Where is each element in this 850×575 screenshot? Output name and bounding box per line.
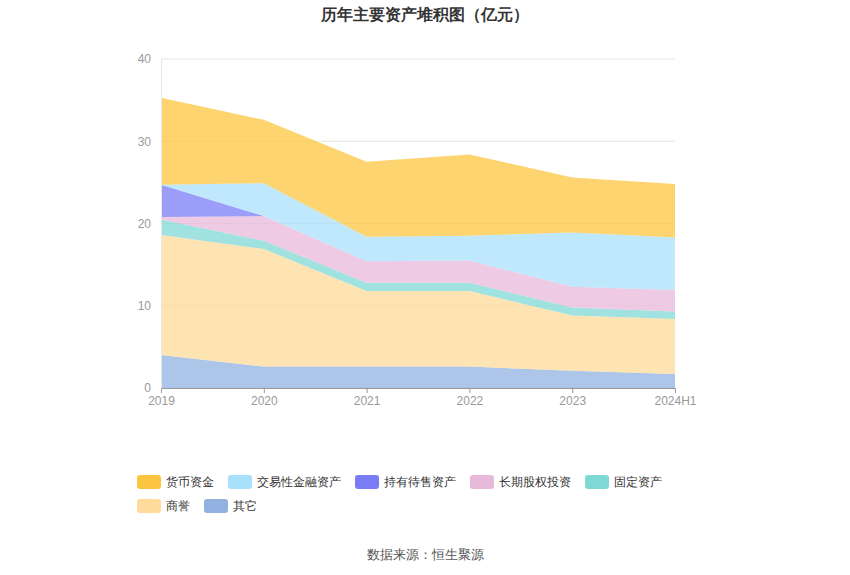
legend-item: 其它: [204, 499, 257, 513]
tick: 2020: [251, 388, 278, 408]
tick: 30: [138, 135, 161, 149]
legend-item: 商誉: [137, 499, 190, 513]
legend-swatch: [470, 475, 494, 489]
tick: 2022: [457, 388, 484, 408]
tick-label: 2022: [457, 394, 484, 408]
tick-mark: [572, 388, 573, 393]
legend-swatch: [137, 499, 161, 513]
legend-swatch: [137, 475, 161, 489]
legend-label: 货币资金: [166, 475, 214, 489]
chart: 历年主要资产堆积图（亿元） 2019 2020 2021 2022 2023 2024H1 0…: [0, 0, 850, 575]
tick-label: 2024H1: [654, 394, 696, 408]
x-axis: 2019 2020 2021 2022 2023 2024H1: [148, 388, 697, 408]
tick-mark: [469, 388, 470, 393]
legend-swatch: [204, 499, 228, 513]
grid: [161, 59, 675, 388]
tick-label: 2020: [251, 394, 278, 408]
area: [161, 98, 675, 238]
tick-label: 30: [138, 135, 152, 149]
tick: 40: [138, 52, 161, 66]
legend-item: 固定资产: [585, 475, 662, 489]
tick-label: 2023: [559, 394, 586, 408]
tick-mark: [675, 388, 676, 393]
legend-item: 持有待售资产: [355, 475, 456, 489]
legend-label: 持有待售资产: [384, 475, 456, 489]
tick-mark: [367, 388, 368, 393]
legend-swatch: [228, 475, 252, 489]
y-axis: 0 10 20 30 40: [138, 52, 162, 395]
tick: 20: [138, 217, 161, 231]
tick: 0: [144, 381, 161, 395]
legend-swatch: [585, 475, 609, 489]
legend: 货币资金 交易性金融资产 持有待售资产 长期股权投资 固定资产商誉 其它: [137, 475, 662, 513]
axis-line: [161, 60, 162, 389]
legend-label: 商誉: [166, 499, 190, 513]
legend-label: 固定资产: [614, 475, 662, 489]
plot-area: [161, 98, 675, 388]
legend-label: 长期股权投资: [499, 475, 571, 489]
legend-item: 货币资金: [137, 475, 214, 489]
legend-item: 长期股权投资: [470, 475, 571, 489]
legend-label: 交易性金融资产: [257, 475, 341, 489]
source: 数据来源：恒生聚源: [367, 547, 484, 562]
tick-label: 40: [138, 52, 152, 66]
legend-item: 交易性金融资产: [228, 475, 341, 489]
tick: 2019: [148, 388, 175, 408]
tick-label: 20: [138, 217, 152, 231]
tick-label: 2021: [354, 394, 381, 408]
tick: 10: [138, 299, 161, 313]
tick-label: 2019: [148, 394, 175, 408]
title: 历年主要资产堆积图（亿元）: [320, 5, 529, 24]
tick: 2023: [559, 388, 586, 408]
tick: 2024H1: [654, 388, 696, 408]
tick-mark: [161, 388, 162, 393]
axis-line: [162, 389, 676, 394]
tick-label: 10: [138, 299, 152, 313]
legend-swatch: [355, 475, 379, 489]
grid-line: [161, 59, 675, 60]
tick: 2021: [354, 388, 381, 408]
legend-label: 其它: [233, 499, 257, 513]
tick-mark: [264, 388, 265, 393]
tick-label: 0: [144, 381, 151, 395]
